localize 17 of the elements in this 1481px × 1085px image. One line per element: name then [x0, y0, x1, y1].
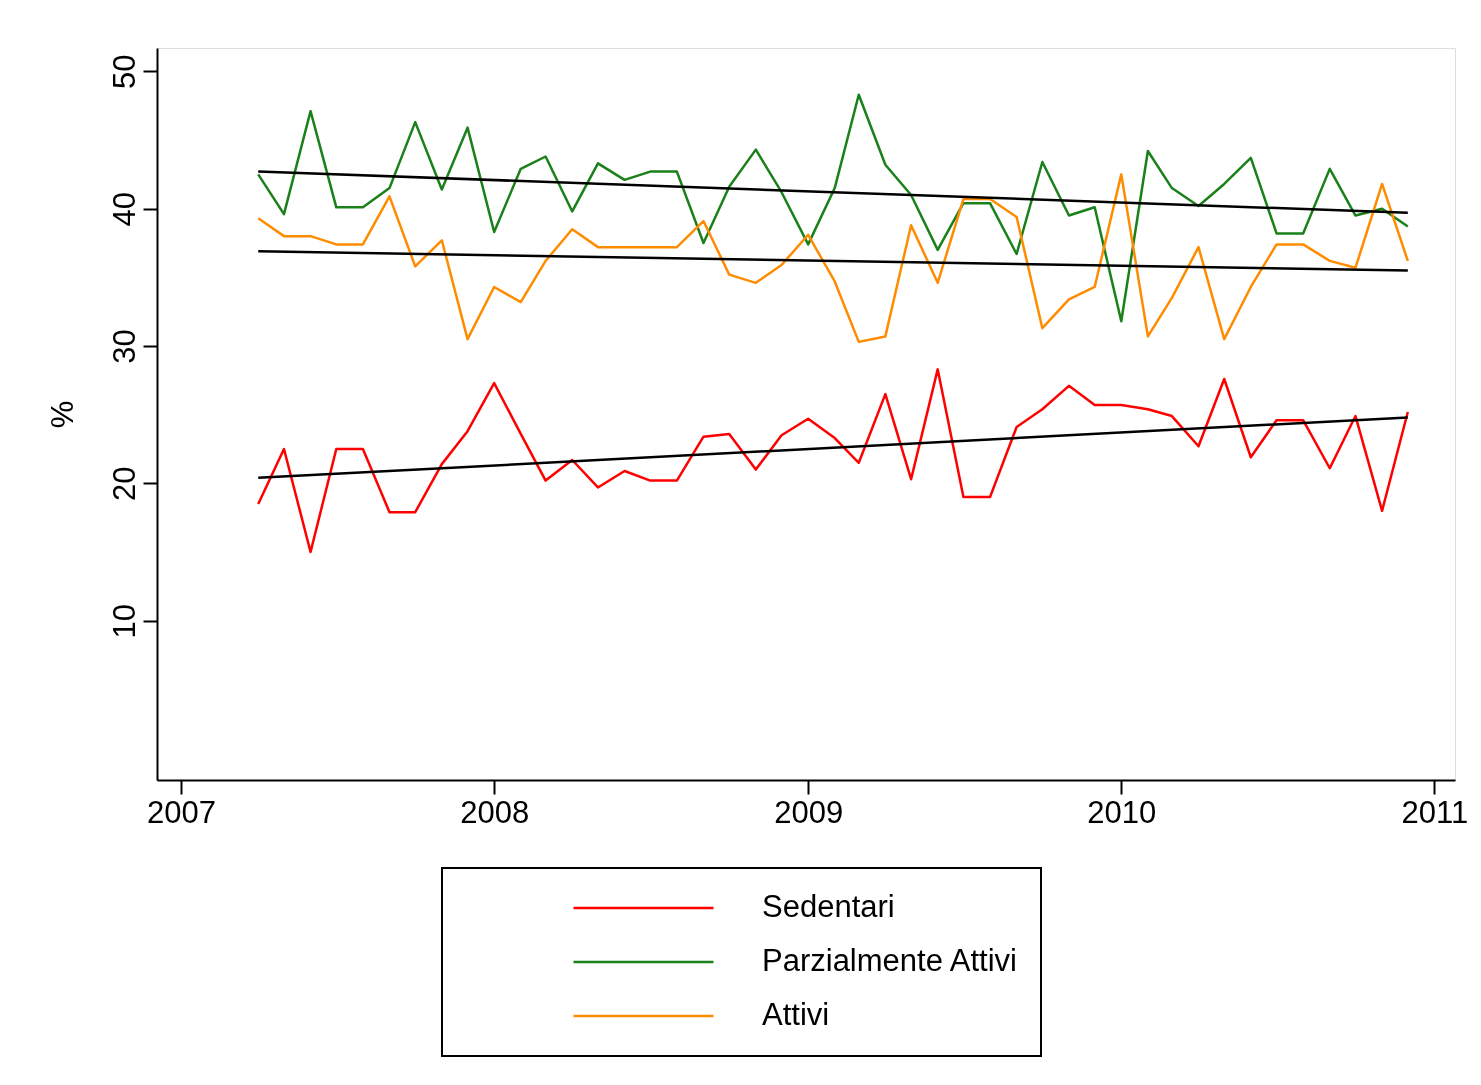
y-tick-label: 30	[106, 329, 142, 364]
x-tick-label: 2007	[147, 794, 217, 830]
line-series	[256, 93, 1410, 323]
y-tick-label: 20	[106, 466, 142, 502]
line-series	[256, 368, 1410, 554]
y-axis-title: %	[44, 400, 80, 429]
x-tick-label: 2010	[1087, 794, 1157, 830]
line-series	[256, 173, 1410, 344]
x-tick-label: 2009	[774, 794, 844, 830]
x-tick-label: 2011	[1401, 794, 1469, 830]
y-tick-label: 40	[106, 191, 142, 227]
legend-label: Attivi	[762, 997, 830, 1032]
y-tick-label: 50	[106, 54, 142, 90]
legend-label: Parzialmente Attivi	[762, 943, 1017, 978]
y-tick-label: 10	[106, 603, 142, 639]
legend-label: Sedentari	[762, 889, 895, 924]
x-tick-label: 2008	[460, 794, 530, 830]
